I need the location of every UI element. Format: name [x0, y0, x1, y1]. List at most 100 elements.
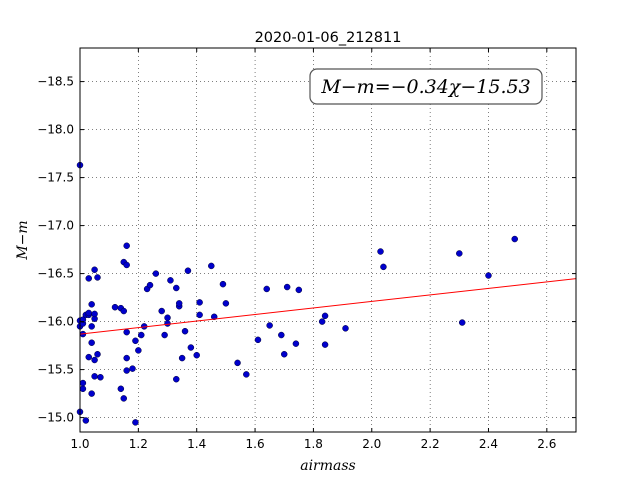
data-point — [88, 390, 95, 397]
y-tick-label: −17.5 — [37, 171, 74, 185]
data-point — [234, 359, 241, 367]
data-point — [283, 283, 291, 291]
y-tick-label: −17.0 — [37, 219, 74, 233]
data-point — [138, 331, 145, 339]
data-point — [342, 325, 349, 332]
y-tick-label: −15.5 — [37, 363, 74, 377]
fit-equation-annotation: M−m=−0.34χ−15.53 — [309, 68, 543, 105]
data-point — [97, 374, 104, 381]
data-point — [173, 375, 180, 383]
data-points — [76, 161, 518, 426]
data-point — [266, 322, 273, 329]
data-point — [94, 274, 101, 281]
data-point — [132, 337, 139, 345]
y-tick-label: −16.0 — [37, 315, 74, 329]
data-point — [85, 353, 93, 361]
data-point — [129, 365, 136, 372]
data-point — [178, 354, 186, 362]
data-point — [85, 275, 93, 282]
x-axis-label: airmass — [300, 458, 356, 474]
fit-equation-text: M−m=−0.34χ−15.53 — [320, 76, 530, 98]
chart-title: 2020-01-06_212811 — [255, 30, 402, 46]
data-point — [377, 248, 384, 255]
x-tick-label: 2.0 — [362, 437, 381, 451]
grid-lines — [79, 48, 576, 432]
data-point — [88, 301, 95, 308]
x-tick-label: 1.8 — [304, 437, 323, 451]
plot-area — [80, 48, 576, 432]
data-point — [511, 235, 518, 243]
data-point — [292, 340, 300, 347]
annotation-box — [309, 68, 543, 105]
data-point — [280, 350, 288, 358]
data-point — [175, 300, 183, 307]
data-point — [210, 313, 218, 321]
data-point — [485, 272, 492, 279]
y-axis-label: M−m — [15, 220, 31, 260]
data-point — [123, 242, 130, 250]
data-point — [187, 344, 195, 351]
y-tick-labels: −15.0 −15.5 −16.0 −16.5 −17.0 −17.5 −18.0 −18.5 — [37, 75, 74, 425]
data-point — [94, 350, 101, 358]
data-point — [91, 356, 98, 364]
data-point — [158, 307, 165, 315]
data-point — [91, 266, 98, 274]
x-tick-label: 1.6 — [246, 437, 265, 451]
data-point — [85, 309, 93, 317]
data-point — [196, 299, 203, 306]
data-point — [117, 385, 125, 393]
data-point — [82, 417, 90, 424]
data-point — [132, 419, 139, 426]
data-point — [254, 336, 262, 344]
data-point — [79, 379, 87, 387]
data-point — [88, 339, 95, 346]
data-point — [152, 270, 160, 277]
data-point — [123, 328, 130, 336]
data-point — [318, 318, 326, 325]
data-point — [120, 395, 128, 402]
fit-line-group — [79, 278, 577, 335]
y-tick-label: −18.5 — [37, 75, 74, 89]
data-point — [456, 250, 463, 257]
x-tick-labels: 1.0 1.2 1.4 1.6 1.8 2.0 2.2 2.4 2.6 — [70, 437, 556, 451]
axis-ticks — [79, 48, 576, 432]
x-tick-label: 1.4 — [187, 437, 206, 451]
data-point — [173, 284, 180, 292]
data-point — [380, 263, 387, 271]
data-point — [164, 320, 171, 327]
data-point — [321, 341, 329, 348]
data-point — [278, 331, 285, 339]
data-point — [123, 261, 130, 269]
data-point — [111, 303, 119, 311]
data-point — [222, 300, 230, 307]
data-point — [146, 281, 154, 289]
y-tick-label: −18.0 — [37, 123, 74, 137]
x-tick-label: 2.4 — [479, 437, 498, 451]
data-point — [88, 323, 95, 330]
data-point — [167, 277, 174, 284]
data-point — [196, 311, 203, 319]
data-point — [161, 331, 168, 339]
data-point — [181, 327, 189, 335]
data-point — [321, 312, 329, 320]
plot-frame — [79, 47, 577, 433]
data-point — [184, 267, 192, 274]
data-point — [123, 354, 130, 362]
data-point — [295, 286, 303, 294]
data-point — [208, 262, 215, 270]
data-point — [120, 307, 128, 315]
data-point — [123, 367, 130, 374]
data-point — [135, 347, 142, 354]
data-point — [91, 310, 98, 318]
data-point — [263, 285, 270, 293]
data-point — [91, 373, 98, 380]
x-tick-label: 1.2 — [129, 437, 148, 451]
data-point — [243, 371, 250, 378]
data-point — [219, 280, 227, 288]
data-point — [164, 314, 171, 322]
y-tick-label: −16.5 — [37, 267, 74, 281]
data-point — [458, 319, 466, 326]
y-tick-label: −15.0 — [37, 411, 74, 425]
data-point — [193, 351, 200, 359]
